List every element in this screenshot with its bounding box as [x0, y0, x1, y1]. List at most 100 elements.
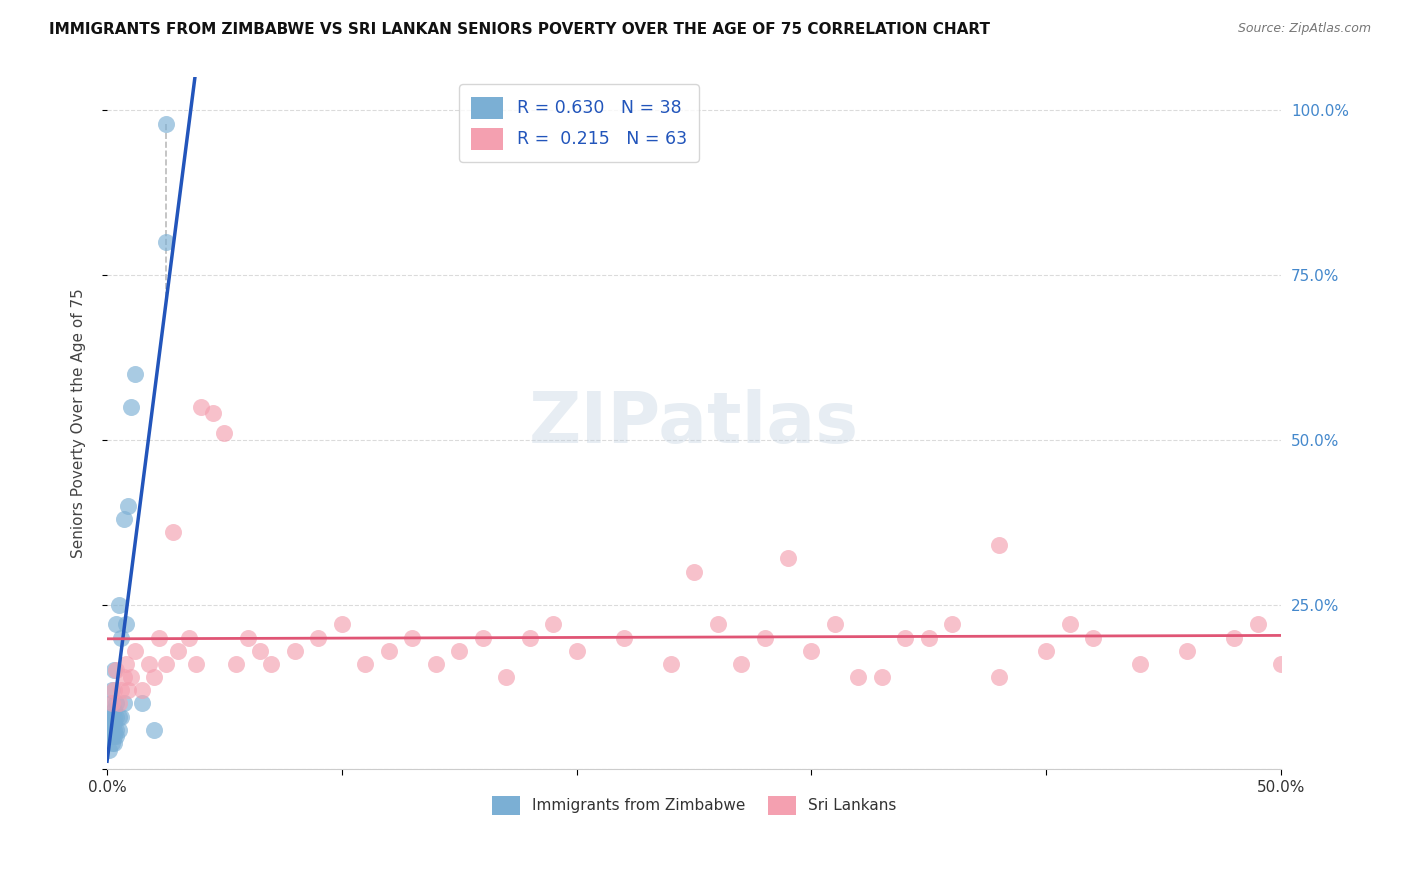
Point [824, 617, 846, 632]
Point [124, 643, 146, 657]
Point [105, 723, 128, 737]
Point [800, 643, 823, 657]
Point [103, 736, 125, 750]
Point [1270, 657, 1292, 671]
Point [1083, 631, 1105, 645]
Point [115, 657, 138, 671]
Point [103, 730, 125, 744]
Point [120, 400, 142, 414]
Point [124, 367, 146, 381]
Point [103, 709, 125, 723]
Point [100, 730, 122, 744]
Point [894, 631, 917, 645]
Point [425, 657, 447, 671]
Point [179, 631, 201, 645]
Point [100, 709, 122, 723]
Point [105, 664, 128, 678]
Text: Source: ZipAtlas.com: Source: ZipAtlas.com [1237, 22, 1371, 36]
Point [307, 631, 329, 645]
Point [112, 670, 135, 684]
Point [117, 683, 139, 698]
Point [155, 657, 177, 671]
Point [115, 617, 138, 632]
Point [659, 657, 682, 671]
Point [100, 716, 122, 731]
Text: IMMIGRANTS FROM ZIMBABWE VS SRI LANKAN SENIORS POVERTY OVER THE AGE OF 75 CORREL: IMMIGRANTS FROM ZIMBABWE VS SRI LANKAN S… [49, 22, 990, 37]
Point [103, 716, 125, 731]
Point [249, 643, 271, 657]
Point [449, 643, 471, 657]
Point [186, 657, 208, 671]
Point [98, 716, 121, 731]
Point [730, 657, 752, 671]
Point [100, 697, 122, 711]
Point [100, 736, 122, 750]
Point [941, 617, 963, 632]
Point [354, 657, 377, 671]
Point [155, 117, 177, 131]
Point [110, 683, 132, 698]
Point [98, 723, 121, 737]
Point [100, 723, 122, 737]
Point [519, 631, 541, 645]
Point [100, 683, 122, 698]
Point [103, 664, 125, 678]
Point [471, 631, 494, 645]
Point [143, 723, 166, 737]
Legend: Immigrants from Zimbabwe, Sri Lankans: Immigrants from Zimbabwe, Sri Lankans [482, 787, 905, 824]
Point [260, 657, 283, 671]
Point [110, 709, 132, 723]
Y-axis label: Seniors Poverty Over the Age of 75: Seniors Poverty Over the Age of 75 [72, 288, 86, 558]
Point [103, 683, 125, 698]
Point [330, 617, 353, 632]
Point [108, 697, 131, 711]
Point [988, 670, 1011, 684]
Point [112, 512, 135, 526]
Point [565, 643, 588, 657]
Point [1035, 643, 1057, 657]
Point [613, 631, 636, 645]
Point [378, 643, 401, 657]
Point [1059, 617, 1081, 632]
Point [1175, 643, 1198, 657]
Point [117, 499, 139, 513]
Point [131, 697, 153, 711]
Point [848, 670, 870, 684]
Point [105, 709, 128, 723]
Point [120, 670, 142, 684]
Point [225, 657, 247, 671]
Point [100, 697, 122, 711]
Point [284, 643, 307, 657]
Point [98, 709, 121, 723]
Point [138, 657, 160, 671]
Point [112, 697, 135, 711]
Point [683, 565, 706, 579]
Point [201, 407, 224, 421]
Point [214, 426, 236, 441]
Point [98, 742, 121, 756]
Point [918, 631, 941, 645]
Point [131, 683, 153, 698]
Point [706, 617, 728, 632]
Point [870, 670, 893, 684]
Point [148, 631, 170, 645]
Point [108, 598, 131, 612]
Point [110, 631, 132, 645]
Point [108, 723, 131, 737]
Point [98, 730, 121, 744]
Point [143, 670, 166, 684]
Point [166, 643, 188, 657]
Point [105, 617, 128, 632]
Point [103, 703, 125, 717]
Point [236, 631, 259, 645]
Point [162, 525, 184, 540]
Point [1129, 657, 1152, 671]
Point [401, 631, 423, 645]
Point [988, 538, 1011, 552]
Point [190, 400, 212, 414]
Point [1223, 631, 1246, 645]
Point [754, 631, 776, 645]
Point [103, 723, 125, 737]
Text: ZIPatlas: ZIPatlas [529, 389, 859, 458]
Point [541, 617, 564, 632]
